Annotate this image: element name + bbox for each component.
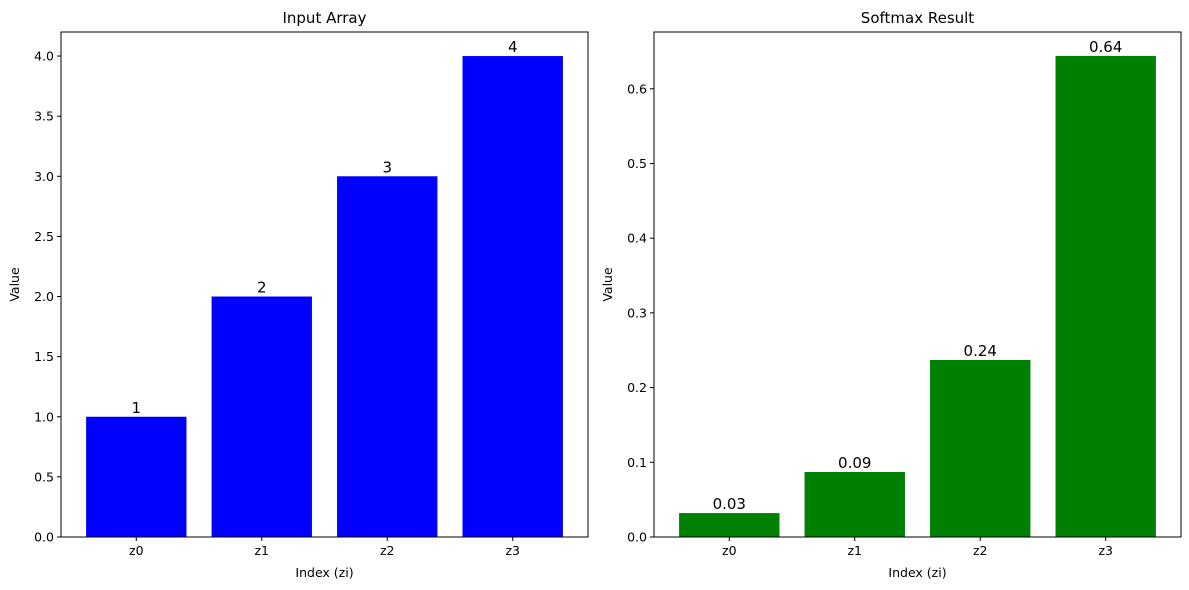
x-axis-label: Index (zi) (295, 565, 353, 580)
data-label-z2: 0.24 (964, 342, 997, 360)
x-axis-label: Index (zi) (888, 565, 946, 580)
bar-z3 (1055, 55, 1156, 537)
y-tick-label: 2.0 (34, 289, 54, 304)
y-tick-label: 3.0 (34, 169, 54, 184)
data-label-z3: 0.64 (1089, 38, 1122, 56)
x-tick-label-z3: z3 (505, 543, 520, 558)
x-tick-label-z0: z0 (129, 543, 144, 558)
y-tick-label: 0.5 (34, 469, 54, 484)
y-tick-label: 1.5 (34, 349, 54, 364)
plot-frame (60, 31, 589, 538)
y-tick-label: 0.2 (627, 380, 647, 395)
y-tick-label: 4.0 (34, 49, 54, 64)
plot-frame (653, 31, 1182, 538)
data-label-z0: 0.03 (713, 495, 746, 513)
x-tick-label-z2: z2 (380, 543, 395, 558)
bar-z3 (462, 56, 563, 538)
y-tick-label: 3.5 (34, 109, 54, 124)
bar-z1 (804, 472, 905, 537)
data-label-z2: 3 (382, 158, 392, 176)
chart-title: Softmax Result (861, 9, 975, 27)
y-tick-label: 0.4 (627, 231, 647, 246)
y-tick-label: 0.5 (627, 156, 647, 171)
x-tick-label-z0: z0 (722, 543, 737, 558)
bar-z0 (86, 416, 187, 537)
data-label-z1: 0.09 (838, 454, 871, 472)
data-label-z1: 2 (257, 279, 267, 297)
bar-z2 (930, 359, 1031, 537)
chart-softmax-result: 0.03 0.09 0.24 0.64 0.0 0.1 0.2 0.3 0.4 0.5 0.6 z0 z… (600, 9, 1182, 580)
x-tick-label-z2: z2 (973, 543, 988, 558)
data-label-z3: 4 (508, 38, 518, 56)
y-tick-label: 0.6 (627, 81, 647, 96)
x-tick-label-z1: z1 (255, 543, 270, 558)
bar-z2 (337, 176, 438, 538)
chart-title: Input Array (282, 9, 366, 27)
y-tick-label: 0.1 (627, 455, 647, 470)
chart-input-array: 1 2 3 4 0.0 0.5 1.0 1.5 2.0 2.5 3.0 3.5 4.0 z0 z1 z2 z3 I… (7, 9, 589, 580)
y-axis-label: Value (7, 267, 22, 302)
y-tick-label: 2.5 (34, 229, 54, 244)
bar-z1 (211, 296, 312, 537)
x-tick-label-z1: z1 (848, 543, 863, 558)
x-tick-label-z3: z3 (1098, 543, 1113, 558)
y-tick-label: 0.0 (34, 530, 54, 545)
bar-z0 (679, 513, 780, 537)
y-axis-label: Value (600, 267, 615, 302)
y-tick-label: 1.0 (34, 409, 54, 424)
y-tick-label: 0.0 (627, 530, 647, 545)
data-label-z0: 1 (132, 399, 142, 417)
y-tick-label: 0.3 (627, 305, 647, 320)
